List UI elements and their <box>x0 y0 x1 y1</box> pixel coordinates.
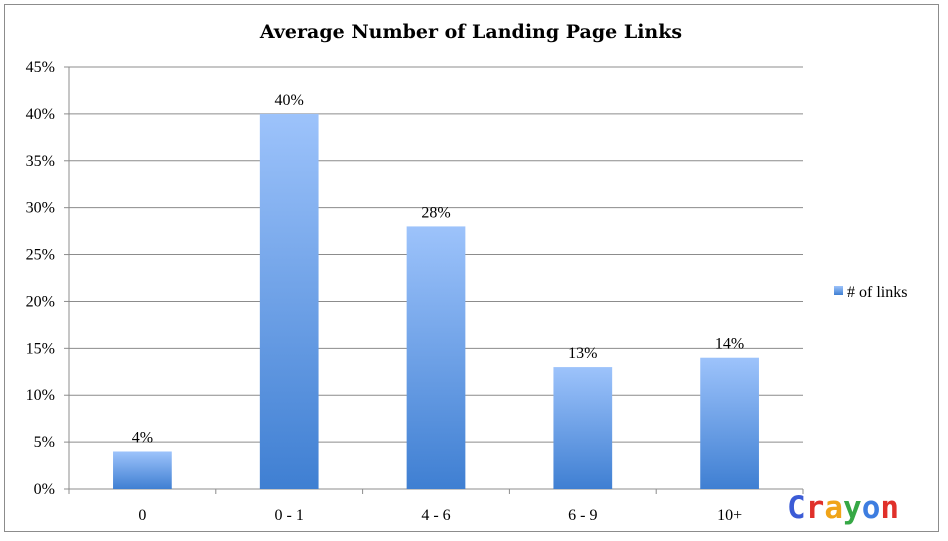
logo-letter: C <box>787 490 806 526</box>
data-label: 28% <box>421 204 450 221</box>
y-tick-label: 0% <box>34 481 55 498</box>
y-tick-label: 5% <box>34 434 55 451</box>
x-tick-label: 0 - 1 <box>275 507 304 524</box>
y-tick-label: 10% <box>26 387 55 404</box>
y-tick-label: 40% <box>26 106 55 123</box>
x-tick-label: 0 <box>138 507 146 524</box>
legend-label: # of links <box>847 284 907 301</box>
crayon-logo: Crayon <box>787 490 899 526</box>
legend: # of links <box>834 284 907 301</box>
data-label: 14% <box>715 336 744 353</box>
y-tick-label: 30% <box>26 200 55 217</box>
logo-letter: o <box>862 490 881 526</box>
y-tick-label: 15% <box>26 340 55 357</box>
bar <box>113 451 172 489</box>
logo-letter: a <box>824 490 843 526</box>
logo-letter: n <box>880 490 899 526</box>
y-axis-ticks: 0% 5% 10% 15% 20% 25% 30% 35% 40% 45% <box>26 59 55 498</box>
y-tick-label: 20% <box>26 293 55 310</box>
x-tick-label: 10+ <box>717 507 742 524</box>
logo-letter: y <box>843 490 862 526</box>
bar <box>700 357 759 489</box>
y-tick-label: 25% <box>26 247 55 264</box>
bar <box>553 367 613 489</box>
data-label: 40% <box>275 92 304 109</box>
y-tick-label: 45% <box>26 59 55 76</box>
x-tick-label: 4 - 6 <box>421 507 450 524</box>
logo-letter: r <box>806 490 825 526</box>
bar <box>406 226 466 489</box>
chart-frame <box>4 4 939 532</box>
x-tick-label: 6 - 9 <box>568 507 597 524</box>
data-label: 4% <box>132 429 153 446</box>
x-axis-ticks: 0 0 - 1 4 - 6 6 - 9 10+ <box>138 507 742 524</box>
data-label: 13% <box>568 345 597 362</box>
bars: 4% 40% 28% 13% 14% <box>113 92 759 489</box>
chart-title: Average Number of Landing Page Links <box>259 21 682 43</box>
bar <box>259 113 319 489</box>
y-tick-label: 35% <box>26 153 55 170</box>
legend-swatch <box>834 286 843 295</box>
